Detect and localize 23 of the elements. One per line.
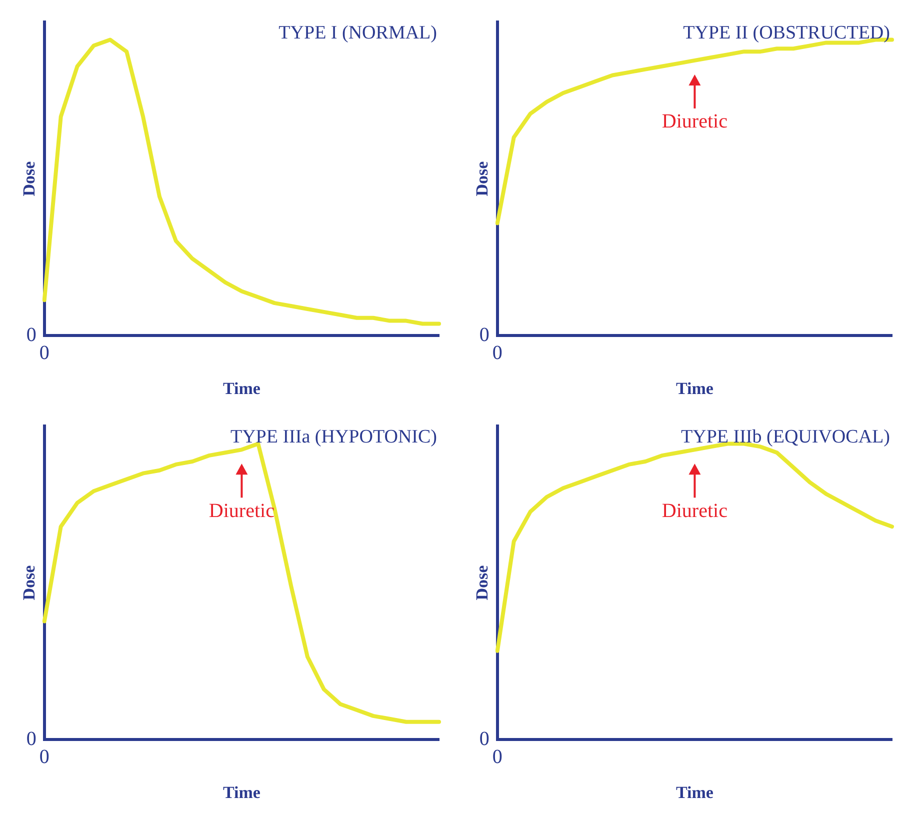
chart-title: TYPE IIIb (EQUIVOCAL) xyxy=(681,426,890,448)
y-axis-title: Dose xyxy=(472,160,492,196)
text: 0 xyxy=(39,746,50,768)
chart-title: TYPE I (NORMAL) xyxy=(278,22,437,44)
x-axis-title: Time xyxy=(222,379,261,398)
y-axis-title: Dose xyxy=(20,160,39,196)
text: 0 xyxy=(39,342,50,364)
x-axis-title: Time xyxy=(222,783,261,802)
chart-title: TYPE IIIa (HYPOTONIC) xyxy=(230,426,437,448)
text: 0 xyxy=(479,324,490,346)
annotation: Diuretic xyxy=(662,110,728,133)
text: 0 xyxy=(479,728,490,750)
annotation: Diuretic xyxy=(662,500,728,522)
chart-title: TYPE II (OBSTRUCTED) xyxy=(683,22,890,44)
annotation: Diuretic xyxy=(208,500,275,522)
x-axis-title: Time xyxy=(676,783,714,802)
text: 0 xyxy=(492,342,502,364)
text: 0 xyxy=(26,728,36,750)
text: 0 xyxy=(26,324,36,346)
text: 0 xyxy=(492,746,502,768)
y-axis-title: Dose xyxy=(472,564,492,600)
y-axis-title: Dose xyxy=(20,564,39,600)
x-axis-title: Time xyxy=(676,379,714,398)
